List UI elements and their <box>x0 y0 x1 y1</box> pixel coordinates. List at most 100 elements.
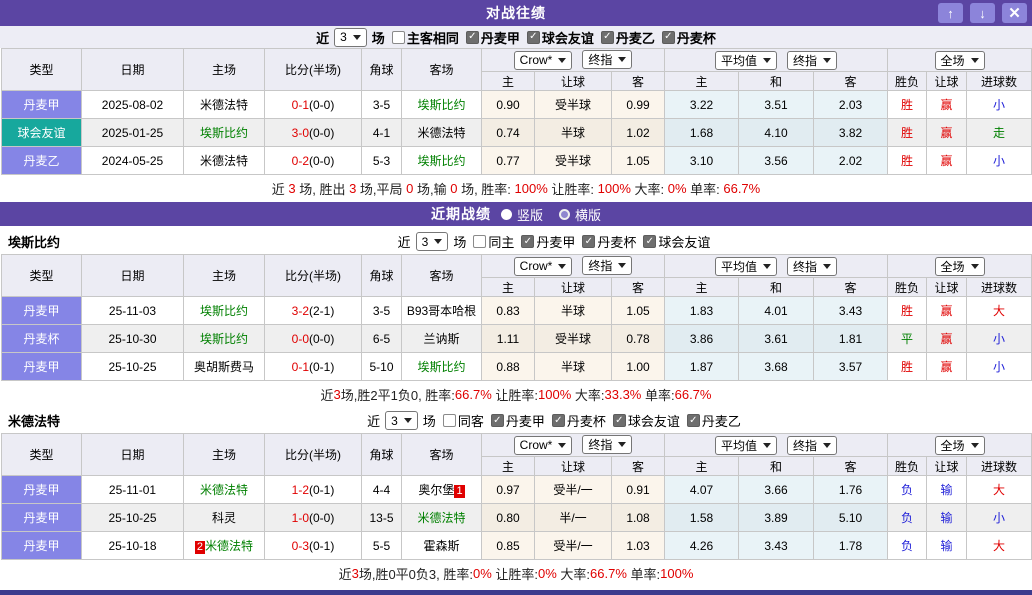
average-select[interactable]: 平均值 <box>715 435 778 455</box>
scope-select[interactable]: 全场 <box>934 256 985 276</box>
odds-stage-select[interactable]: 终指 <box>582 435 633 455</box>
bookmaker-select[interactable]: Crow* <box>513 435 573 455</box>
match-count-select[interactable]: 3 <box>415 232 449 251</box>
league-checkbox[interactable]: ✓ <box>612 414 626 427</box>
league-checkbox[interactable]: ✓ <box>643 235 657 248</box>
column-header: 比分(半场) <box>264 254 362 297</box>
table-body: 丹麦甲 25-11-03 埃斯比约 3-2(2-1) 3-5 B93哥本哈根 0.83 半球 1… <box>1 296 1032 381</box>
sub-column-header: 客 <box>813 277 889 297</box>
avg-draw-cell: 4.01 <box>738 296 815 325</box>
result-goals-cell: 小 <box>966 90 1032 119</box>
league-checkbox[interactable]: ✓ <box>521 235 535 248</box>
avg-stage-select[interactable]: 终指 <box>787 50 838 70</box>
sub-column-header: 和 <box>738 71 815 91</box>
near-label: 近 <box>316 30 330 46</box>
midtjylland-title: 米德法特 <box>8 414 61 429</box>
result-handicap-cell: 赢 <box>926 324 968 353</box>
team-name: 米德法特 <box>199 98 248 112</box>
scope-select[interactable]: 全场 <box>934 435 985 455</box>
radio-horizontal-option[interactable]: 横版 <box>559 205 601 224</box>
result-wdl-cell: 负 <box>887 503 928 532</box>
match-count-select[interactable]: 3 <box>334 27 367 47</box>
odds-stage-select-value: 终指 <box>588 53 613 68</box>
result-goals-cell: 小 <box>966 324 1032 353</box>
summary-segment: 100% <box>514 181 548 196</box>
handicap-cell: 受半球 <box>534 90 612 119</box>
corner-cell: 5-10 <box>361 352 402 381</box>
match-count-select-value: 3 <box>421 234 429 249</box>
red-card-badge: 1 <box>454 485 465 498</box>
move-up-button[interactable]: ↑ <box>938 3 963 23</box>
same-venue-checkbox[interactable] <box>442 414 456 427</box>
avg-stage-select[interactable]: 终指 <box>787 256 838 276</box>
chevron-down-icon <box>823 57 832 63</box>
odds-stage-select[interactable]: 终指 <box>582 50 633 70</box>
half-score: (0-0) <box>309 125 335 140</box>
result-wdl-cell: 平 <box>887 324 928 353</box>
full-score: 0-1 <box>291 97 309 112</box>
bookmaker-select[interactable]: Crow* <box>513 256 573 276</box>
league-checkbox[interactable]: ✓ <box>686 414 700 427</box>
league-checkbox[interactable]: ✓ <box>490 414 504 427</box>
avg-home-cell: 1.68 <box>664 118 740 147</box>
close-button[interactable]: ✕ <box>1002 3 1027 23</box>
team-name: 霍森斯 <box>423 539 460 553</box>
league-label: 丹麦甲 <box>536 235 576 250</box>
scope-select[interactable]: 全场 <box>934 50 985 70</box>
esbjerg-title: 埃斯比约 <box>8 235 61 250</box>
header-sub-row: 主让球客主和客胜负 让球 进球数 <box>2 71 1032 91</box>
team-name: 兰讷斯 <box>423 332 460 346</box>
result-goals-cell: 大 <box>966 296 1032 325</box>
league-checkbox[interactable]: ✓ <box>600 30 614 44</box>
chevron-down-icon <box>970 442 979 448</box>
team-name: 埃斯比约 <box>199 126 248 140</box>
avg-stage-select[interactable]: 终指 <box>787 435 838 455</box>
league-checkbox[interactable]: ✓ <box>465 30 479 44</box>
home-team-cell: 埃斯比约 <box>183 324 265 353</box>
league-checkbox[interactable]: ✓ <box>582 235 596 248</box>
team-name: 米德法特 <box>417 126 466 140</box>
avg-draw-cell: 3.89 <box>738 503 815 532</box>
chevron-down-icon <box>403 418 412 423</box>
corner-cell: 13-5 <box>361 503 402 532</box>
odds-stage-select[interactable]: 终指 <box>582 256 633 276</box>
date-cell: 25-11-03 <box>81 296 184 325</box>
move-down-button[interactable]: ↓ <box>970 3 995 23</box>
summary-segment: 近 <box>338 567 352 582</box>
handicap-cell: 受半球 <box>534 324 612 353</box>
sub-column-header: 主 <box>664 456 740 476</box>
league-label: 丹麦杯 <box>566 414 606 429</box>
score-cell: 3-2(2-1) <box>264 296 362 325</box>
average-select[interactable]: 平均值 <box>715 50 778 70</box>
bookmaker-select[interactable]: Crow* <box>513 50 573 70</box>
avg-stage-select-value: 终指 <box>793 53 818 68</box>
league-checkbox[interactable]: ✓ <box>551 414 565 427</box>
summary-segment: 让胜率: <box>547 182 598 197</box>
type-cell: 丹麦甲 <box>1 475 82 504</box>
sub-column-header: 让球 <box>534 71 612 91</box>
odds-home-cell: 0.77 <box>481 146 535 175</box>
avg-draw-cell: 3.56 <box>738 146 815 175</box>
summary-segment: 让胜率: <box>491 388 539 403</box>
summary-segment: 大率: <box>556 567 591 582</box>
summary-segment: 大率: <box>630 182 668 197</box>
odds-away-cell: 0.99 <box>610 90 666 119</box>
column-header: 角球 <box>361 48 402 91</box>
same-venue-checkbox[interactable] <box>391 30 405 44</box>
radio-vertical-option[interactable]: 竖版 <box>500 205 543 224</box>
summary-segment: 场, 胜出 <box>295 182 350 197</box>
same-venue-checkbox[interactable] <box>473 235 487 248</box>
avg-draw-cell: 3.43 <box>738 531 815 560</box>
summary-segment: 场, 胜率: <box>457 182 515 197</box>
esbjerg-summary: 近 3 场,胜2平1负0, 胜率: 66.7% 让胜率: 100% 大率: 33.3% 单… <box>0 381 1032 408</box>
table-head: 类型 日期 主场 比分(半场) 角球 客场 Crow* 终指 平均值 终指 全场主让球客主和客胜负让… <box>1 433 1032 476</box>
bookmaker-select-value: Crow* <box>519 438 553 453</box>
league-checkbox[interactable]: ✓ <box>526 30 540 44</box>
team-name: 奥胡斯费马 <box>193 360 254 374</box>
same-venue-label: 同主 <box>488 235 515 250</box>
league-checkbox[interactable]: ✓ <box>661 30 675 44</box>
odds-home-cell: 0.88 <box>481 352 535 381</box>
match-count-select[interactable]: 3 <box>385 411 418 430</box>
average-select[interactable]: 平均值 <box>715 256 778 276</box>
score-cell: 0-1(0-1) <box>264 352 362 381</box>
